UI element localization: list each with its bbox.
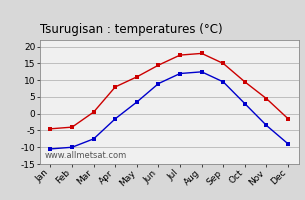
- Text: Tsurugisan : temperatures (°C): Tsurugisan : temperatures (°C): [40, 23, 222, 36]
- Text: www.allmetsat.com: www.allmetsat.com: [45, 151, 127, 160]
